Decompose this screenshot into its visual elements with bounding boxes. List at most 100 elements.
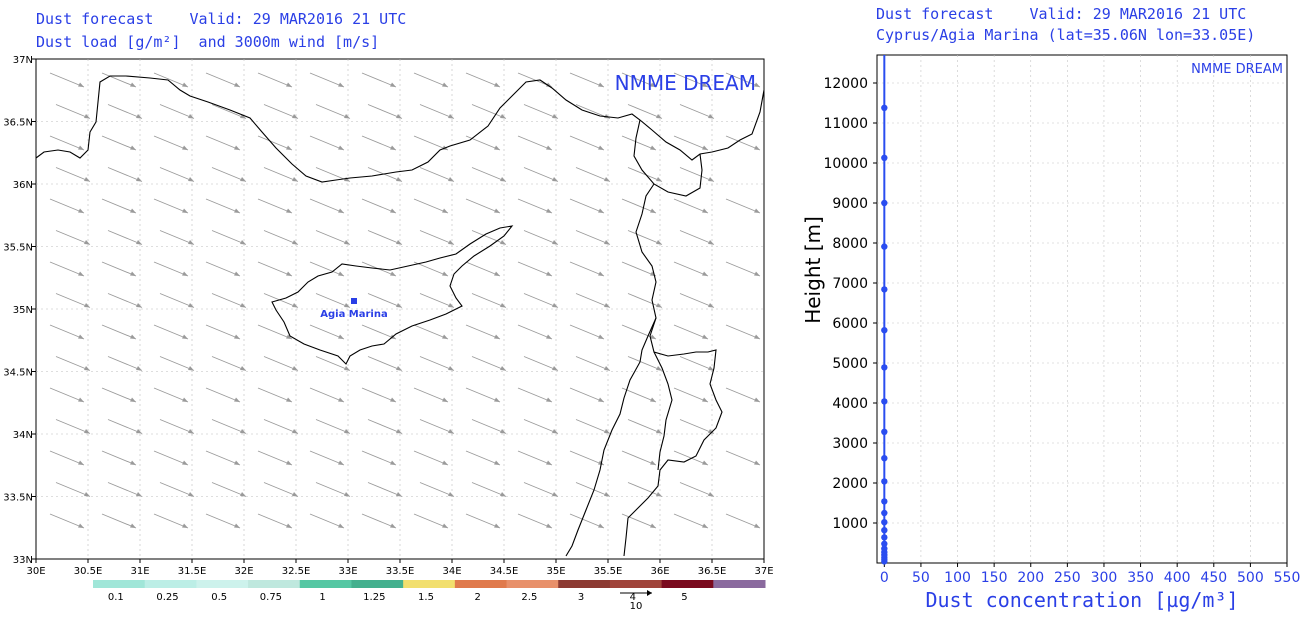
- wind-arrow: [575, 293, 611, 308]
- wind-arrow: [471, 482, 507, 497]
- wind-arrow: [621, 450, 657, 466]
- wind-arrow: [315, 356, 351, 371]
- wind-arrow: [517, 387, 553, 403]
- profile-point: [881, 364, 888, 371]
- wind-reference-vector: 10: [620, 590, 652, 612]
- wind-arrow: [673, 261, 709, 277]
- wind-arrow: [55, 293, 91, 308]
- profile-x-axis-label: Dust concentration [µg/m³]: [925, 588, 1238, 612]
- wind-arrow: [627, 356, 663, 371]
- colorbar-label: 0.5: [211, 592, 227, 603]
- profile-point: [881, 540, 888, 547]
- wind-arrow: [257, 513, 293, 529]
- wind-arrow: [621, 135, 657, 151]
- wind-arrow: [725, 198, 761, 214]
- wind-arrow: [107, 356, 143, 371]
- profile-point: [881, 104, 888, 112]
- profile-y-tick-label: 1000: [832, 516, 868, 532]
- wind-arrow: [101, 198, 137, 214]
- profile-y-tick-label: 6000: [832, 316, 868, 332]
- wind-arrow: [257, 324, 293, 340]
- map-x-tick-label: 37E: [754, 566, 773, 577]
- colorbar-box: [248, 580, 301, 588]
- profile-x-tick-label: 0: [880, 570, 889, 586]
- wind-arrow: [361, 387, 397, 403]
- map-x-tick-label: 33E: [338, 566, 357, 577]
- wind-arrow: [367, 356, 403, 371]
- wind-arrow: [569, 324, 605, 340]
- map-x-tick-label: 36E: [650, 566, 669, 577]
- wind-arrow: [49, 72, 85, 88]
- wind-arrow: [627, 482, 663, 497]
- wind-arrow: [419, 419, 455, 434]
- map-x-tick-label: 30.5E: [74, 566, 103, 577]
- wind-arrow: [159, 419, 195, 434]
- wind-arrow: [211, 293, 247, 308]
- wind-arrow: [211, 482, 247, 497]
- colorbar-box: [299, 580, 352, 588]
- profile-x-tick-label: 200: [1017, 570, 1044, 586]
- wind-arrow: [49, 387, 85, 403]
- wind-arrow: [153, 135, 189, 151]
- wind-arrow: [101, 513, 137, 529]
- colorbar-boxes: [93, 580, 766, 588]
- wind-arrow: [367, 419, 403, 434]
- profile-y-tick-label: 8000: [832, 236, 868, 252]
- wind-arrow: [679, 230, 715, 245]
- profile-point: [881, 478, 888, 485]
- profile-y-tick-label: 4000: [832, 396, 868, 412]
- map-x-tick-label: 32.5E: [282, 566, 311, 577]
- profile-x-tick-label: 250: [1054, 570, 1081, 586]
- wind-arrow: [627, 419, 663, 434]
- wind-arrow: [621, 72, 657, 88]
- map-title: Dust forecast Valid: 29 MAR2016 21 UTC: [36, 10, 407, 28]
- wind-arrow: [49, 261, 85, 277]
- wind-arrow: [315, 419, 351, 434]
- wind-arrow: [315, 482, 351, 497]
- wind-arrow: [673, 324, 709, 340]
- wind-arrow: [315, 230, 351, 245]
- wind-arrow: [49, 513, 85, 529]
- wind-arrow: [101, 135, 137, 151]
- wind-arrow: [107, 104, 143, 119]
- wind-arrow: [679, 167, 715, 182]
- wind-arrow: [465, 198, 501, 214]
- profile-point: [881, 286, 888, 293]
- wind-arrow: [725, 450, 761, 466]
- wind-arrow: [107, 419, 143, 434]
- wind-arrow: [55, 104, 91, 119]
- wind-arrow: [55, 419, 91, 434]
- wind-arrow: [205, 135, 241, 151]
- wind-arrow: [211, 230, 247, 245]
- profile-y-tick-label: 2000: [832, 476, 868, 492]
- wind-arrow: [725, 72, 761, 88]
- wind-arrow: [465, 261, 501, 277]
- wind-arrow: [673, 513, 709, 529]
- map-y-tick-label: 34.5N: [3, 368, 33, 379]
- wind-arrow: [517, 324, 553, 340]
- colorbar-label: 3: [578, 592, 584, 603]
- wind-arrow: [257, 135, 293, 151]
- profile-x-tick-label: 150: [981, 570, 1008, 586]
- wind-arrow: [159, 356, 195, 371]
- wind-arrow: [523, 419, 559, 434]
- wind-arrow: [361, 450, 397, 466]
- profile-x-tick-label: 350: [1127, 570, 1154, 586]
- wind-arrow: [257, 450, 293, 466]
- wind-arrow: [517, 513, 553, 529]
- map-y-tick-label: 36N: [13, 180, 33, 191]
- wind-arrow: [361, 198, 397, 214]
- wind-arrow: [49, 135, 85, 151]
- wind-arrow: [725, 513, 761, 529]
- wind-arrow: [367, 230, 403, 245]
- colorbar-label: 0.25: [156, 592, 178, 603]
- map-x-tick-label: 34E: [442, 566, 461, 577]
- profile-gridlines: [873, 55, 1288, 567]
- wind-arrow: [471, 230, 507, 245]
- wind-arrow: [55, 230, 91, 245]
- wind-arrow: [413, 261, 449, 277]
- profile-x-tick-label: 550: [1274, 570, 1300, 586]
- profile-point: [881, 154, 888, 161]
- wind-arrow: [309, 450, 345, 466]
- wind-arrow: [627, 293, 663, 308]
